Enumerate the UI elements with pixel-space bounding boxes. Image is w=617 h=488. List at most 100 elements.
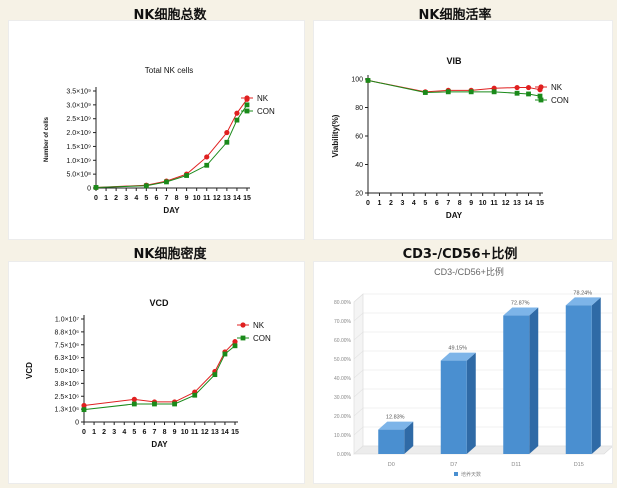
y-tick-label: 30.00% <box>334 395 352 401</box>
legend-label-nk: NK <box>257 94 269 103</box>
data-point-con <box>365 78 371 83</box>
x-tick-label: 2 <box>389 200 393 207</box>
x-tick-label: 3 <box>400 200 404 207</box>
x-tick-label: 5 <box>144 195 148 202</box>
bar-top <box>565 297 601 306</box>
x-tick-label: 11 <box>191 429 199 436</box>
bar-side <box>404 421 414 454</box>
data-point-con <box>526 91 531 97</box>
x-tick-label: 10 <box>479 200 487 207</box>
legend-marker <box>240 322 246 328</box>
x-tick-label: 9 <box>185 195 189 202</box>
x-tick-label: 1 <box>378 200 382 207</box>
data-point-con <box>212 372 218 378</box>
y-tick-label: 2.5×10⁶ <box>55 394 80 401</box>
x-tick-label: 15 <box>231 429 239 436</box>
x-tick-label: 13 <box>223 195 231 202</box>
x-tick-label: 14 <box>525 200 533 207</box>
x-tick-label: 3 <box>124 195 128 202</box>
x-tick-label: 15 <box>536 200 544 207</box>
panel-heading-density: NK细胞密度 <box>133 247 207 262</box>
y-tick-label: 2.0×10⁹ <box>66 130 91 137</box>
y-axis-title: Number of cells <box>44 116 50 162</box>
y-tick-label: 20.00% <box>334 414 352 420</box>
data-point-con <box>172 401 177 407</box>
chart-panel-density: VCD 0 1.3×10⁶ 2.5×10⁶ 3.8×10⁶ 5.0×10⁶ 6.3×10⁶ 7… <box>8 261 305 484</box>
y-tick-label: 80.00% <box>334 300 352 306</box>
chart-total-nk: Total NK cells 0 5.0×10⁸ 1.0×10⁹ 1.5×10⁹ 2.0×… <box>44 66 275 215</box>
data-point-con <box>204 162 210 168</box>
series-line-nk <box>83 341 236 407</box>
y-tick-label: 6.3×10⁶ <box>55 355 80 362</box>
legend-marker <box>538 97 544 103</box>
chart-panel-total: Total NK cells 0 5.0×10⁸ 1.0×10⁹ 1.5×10⁹ 2.0×… <box>8 20 305 240</box>
bar-top <box>440 352 476 361</box>
bar-side <box>591 297 601 454</box>
series-line-con <box>95 104 248 188</box>
chart-cd56-ratio: CD3-/CD56+比例 0.00% 10.00% 20.00% 30.00% 40.00… <box>334 266 614 478</box>
x-tick-label: 6 <box>142 429 146 436</box>
legend-label-con: CON <box>257 107 275 116</box>
y-tick-label: 1.0×10⁹ <box>66 158 91 165</box>
x-axis-title: DAY <box>151 440 168 449</box>
legend-label-con: CON <box>551 96 569 105</box>
bar <box>503 315 530 454</box>
legend-label-con: CON <box>253 334 271 343</box>
x-tick-label: 6 <box>435 200 439 207</box>
data-label: 72.87% <box>511 301 530 307</box>
data-point-con <box>152 401 157 407</box>
chart-panel-cd56: CD3-/CD56+比例 0.00% 10.00% 20.00% 30.00% 40.00… <box>313 261 614 484</box>
x-tick-label: 15 <box>243 195 251 202</box>
data-point-con <box>244 102 250 108</box>
data-point-con <box>131 401 137 407</box>
x-tick-label: 13 <box>513 200 521 207</box>
chart-title: CD3-/CD56+比例 <box>434 266 504 277</box>
x-tick-label: 13 <box>211 429 219 436</box>
y-tick-label: 60 <box>355 134 363 141</box>
x-tick-label: 0 <box>366 200 370 207</box>
data-point-con <box>222 351 228 357</box>
legend-marker <box>244 95 250 101</box>
y-tick-label: 20 <box>355 191 363 198</box>
x-tick-label: 5 <box>132 429 136 436</box>
data-point-con <box>468 89 474 95</box>
x-tick-label: 12 <box>201 429 209 436</box>
x-tick-label: 12 <box>502 200 510 207</box>
legend-marker <box>240 335 246 341</box>
x-axis-title: DAY <box>446 211 463 220</box>
data-point-con <box>537 93 543 99</box>
y-axis-title: VCD <box>25 362 34 379</box>
panel-heading-total: NK细胞总数 <box>133 8 207 23</box>
y-tick-label: 3.8×10⁶ <box>55 381 80 388</box>
x-tick-label: D7 <box>450 462 457 468</box>
x-tick-label: 7 <box>165 195 169 202</box>
data-point-con <box>184 173 189 178</box>
data-label: 12.83% <box>386 415 405 421</box>
y-tick-label: 2.5×10⁹ <box>66 116 91 123</box>
y-tick-label: 70.00% <box>334 319 352 325</box>
legend-label-nk: NK <box>551 83 563 92</box>
x-tick-label: 12 <box>213 195 221 202</box>
x-tick-label: 2 <box>102 429 106 436</box>
data-point-con <box>81 407 87 413</box>
y-axis-title: Viability(%) <box>331 114 340 157</box>
x-tick-label: 10 <box>181 429 189 436</box>
bar <box>378 429 405 454</box>
x-tick-label: 0 <box>94 195 98 202</box>
x-tick-label: 2 <box>114 195 118 202</box>
x-tick-label: 8 <box>458 200 462 207</box>
x-tick-label: 9 <box>173 429 177 436</box>
y-tick-label: 40.00% <box>334 376 352 382</box>
data-point-nk <box>81 402 87 409</box>
x-tick-label: 6 <box>154 195 158 202</box>
y-tick-label: 10.00% <box>334 433 352 439</box>
x-tick-label: 8 <box>163 429 167 436</box>
x-tick-label: 1 <box>92 429 96 436</box>
chart-title: VIB <box>446 56 462 66</box>
legend-label-nk: NK <box>253 321 265 330</box>
y-tick-label: 1.0×10⁷ <box>55 317 80 324</box>
chart-title: Total NK cells <box>145 66 193 75</box>
data-point-nk <box>224 129 230 136</box>
data-point-con <box>232 343 238 349</box>
